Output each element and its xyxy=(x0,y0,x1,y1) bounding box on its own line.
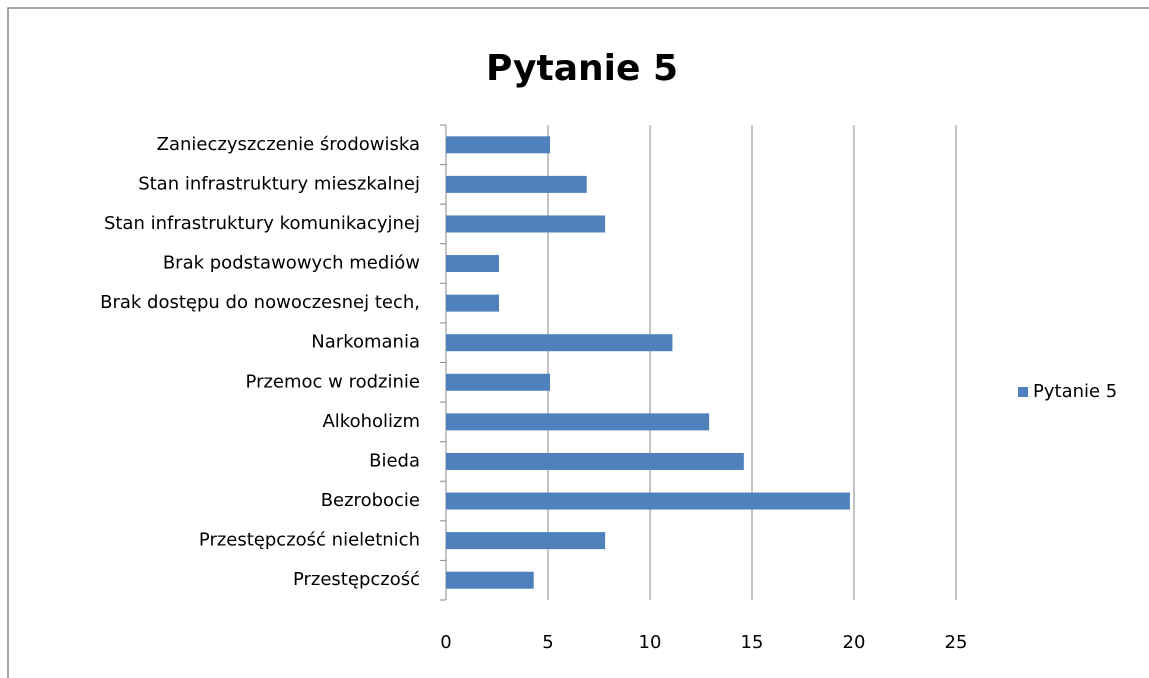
y-tick-label: Przestępczość nieletnich xyxy=(199,530,420,551)
bar xyxy=(446,571,534,589)
x-tick-label: 15 xyxy=(741,632,764,653)
bar xyxy=(446,334,673,352)
y-tick-label: Brak dostępu do nowoczesnej tech, xyxy=(100,292,420,313)
bar xyxy=(446,255,500,273)
y-tick-label: Bezrobocie xyxy=(321,490,420,511)
bar xyxy=(446,294,500,312)
y-tick-label: Stan infrastruktury komunikacyjnej xyxy=(104,213,420,234)
y-tick-label: Bieda xyxy=(369,450,420,471)
bar xyxy=(446,175,587,193)
bar xyxy=(446,452,744,470)
bar xyxy=(446,215,606,233)
bar xyxy=(446,136,551,154)
x-tick-label: 10 xyxy=(639,632,662,653)
x-tick-label: 20 xyxy=(843,632,866,653)
legend-label: Pytanie 5 xyxy=(1033,381,1117,402)
y-tick-label: Alkoholizm xyxy=(322,411,420,432)
x-tick-label: 5 xyxy=(542,632,553,653)
bar xyxy=(446,413,710,431)
bar xyxy=(446,492,850,510)
y-tick-label: Zanieczyszczenie środowiska xyxy=(157,134,420,155)
x-tick-label: 0 xyxy=(440,632,451,653)
y-tick-label: Przestępczość xyxy=(293,569,420,590)
chart-title: Pytanie 5 xyxy=(486,48,678,89)
y-tick-label: Narkomania xyxy=(311,332,420,353)
y-tick-label: Stan infrastruktury mieszkalnej xyxy=(138,173,420,194)
bar xyxy=(446,373,551,391)
legend-swatch xyxy=(1018,387,1028,397)
y-tick-label: Przemoc w rodzinie xyxy=(246,371,420,392)
bar xyxy=(446,532,606,550)
y-tick-label: Brak podstawowych mediów xyxy=(163,253,420,274)
x-tick-label: 25 xyxy=(945,632,968,653)
